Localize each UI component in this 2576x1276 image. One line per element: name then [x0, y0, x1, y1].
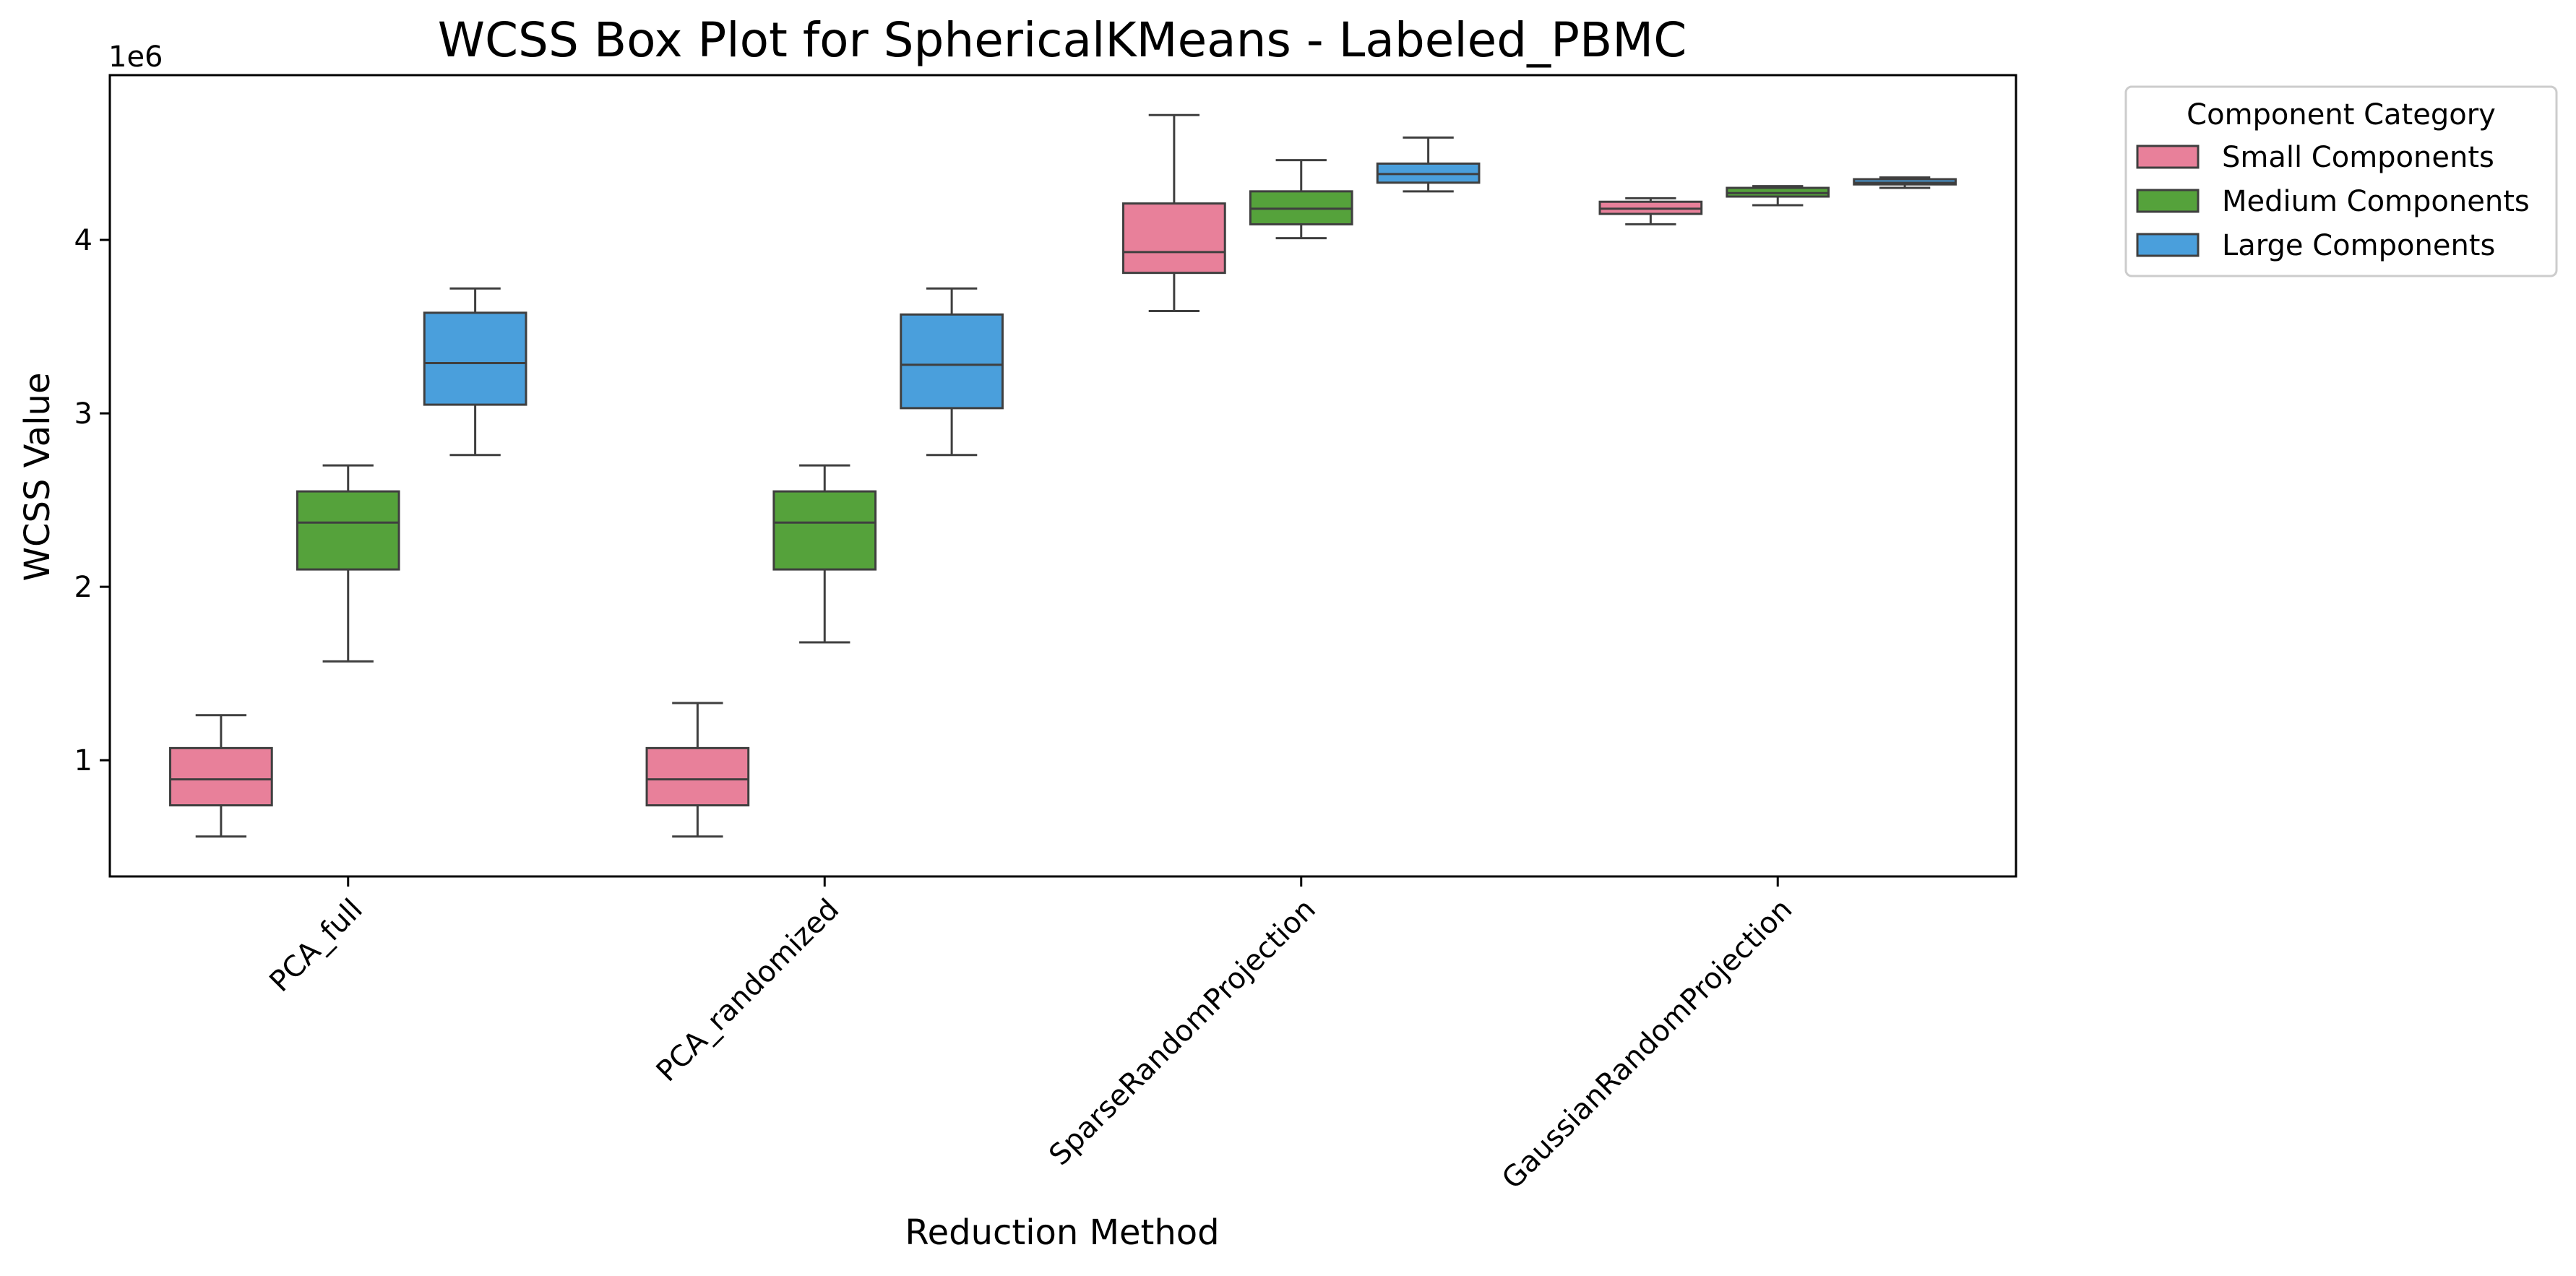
box-body [645, 746, 750, 807]
box-large-components-pca-full [423, 287, 527, 457]
box-body [1122, 202, 1226, 275]
plot-frame [108, 74, 2017, 878]
box-large-components-gaussianrandomprojection [1853, 176, 1957, 189]
x-axis-label: Reduction Method [905, 1212, 1219, 1253]
chart-title: WCSS Box Plot for SphericalKMeans - Labe… [438, 12, 1687, 68]
x-tick-label: PCA_full [263, 893, 369, 999]
plot-area [169, 113, 1957, 838]
y-offset-label: 1e6 [108, 40, 163, 74]
legend-swatch [2136, 189, 2200, 213]
x-tick-label: SparseRandomProjection [1043, 893, 1322, 1173]
legend: Component Category Small Components Medium… [2124, 85, 2558, 277]
box-large-components-sparserandomprojection [1376, 136, 1481, 193]
y-tick-label: 3 [74, 397, 92, 431]
box-medium-components-gaussianrandomprojection [1726, 185, 1830, 207]
legend-title: Component Category [2187, 98, 2496, 132]
box-body [772, 490, 877, 571]
box-small-components-sparserandomprojection [1122, 113, 1226, 312]
legend-label: Small Components [2222, 141, 2494, 174]
y-tick-label: 4 [74, 224, 92, 257]
box-small-components-pca-full [169, 714, 273, 838]
box-body [169, 746, 273, 807]
box-large-components-pca-randomized [900, 287, 1004, 457]
y-axis-label: WCSS Value [17, 373, 58, 582]
legend-swatch [2136, 233, 2200, 257]
box-medium-components-pca-randomized [772, 464, 877, 644]
box-small-components-gaussianrandomprojection [1598, 197, 1703, 225]
box-body [423, 311, 527, 406]
axes: 1 2 3 4 PCA_full PCA_randomized SparseRandomPr… [74, 74, 2017, 1196]
x-tick-label: PCA_randomized [650, 893, 846, 1089]
legend-label: Large Components [2222, 229, 2495, 262]
box-body [900, 313, 1004, 410]
x-tick-label: GaussianRandomProjection [1496, 893, 1799, 1196]
y-tick-label: 2 [74, 571, 92, 604]
box-medium-components-pca-full [296, 464, 400, 663]
box-body [296, 490, 400, 571]
box-small-components-pca-randomized [645, 702, 750, 838]
legend-swatch [2136, 145, 2200, 169]
box-medium-components-sparserandomprojection [1249, 159, 1353, 240]
legend-frame [2124, 85, 2558, 277]
legend-label: Medium Components [2222, 185, 2530, 218]
y-tick-label: 1 [74, 744, 92, 777]
